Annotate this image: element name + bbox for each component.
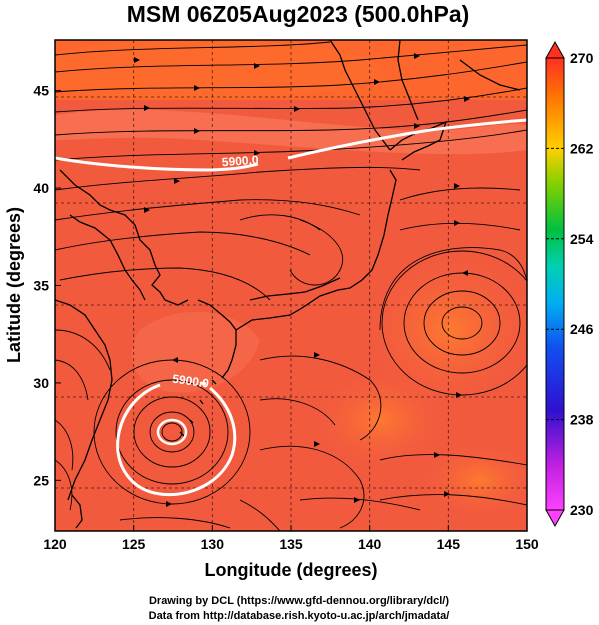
colorbar-bottom-triangle [545, 509, 565, 528]
credit-drawing: Drawing by DCL (https://www.gfd-dennou.o… [149, 595, 449, 607]
wind-arrowheads [134, 53, 470, 507]
colorbar-label: 254 [570, 231, 594, 247]
colorbar-label: 230 [570, 502, 594, 518]
x-tick-label: 135 [279, 536, 303, 552]
gridlines [55, 40, 527, 531]
y-tick-label: 45 [33, 83, 49, 99]
contour-label-south: 5900.0 [171, 372, 210, 391]
colorbar-label: 270 [570, 50, 594, 66]
y-axis: 25 30 35 40 45 [33, 83, 61, 488]
plot-area: 5900.0 5900.0 [55, 40, 527, 531]
colorbar-label: 246 [570, 321, 594, 337]
colorbar-label: 238 [570, 412, 594, 428]
contour-5900-south [116, 381, 237, 497]
y-tick-label: 35 [33, 278, 49, 294]
x-tick-label: 125 [122, 536, 146, 552]
contour-5900-north [55, 118, 527, 172]
y-tick-label: 25 [33, 472, 49, 488]
colorbar-top-triangle [545, 40, 565, 59]
y-tick-label: 30 [33, 375, 49, 391]
x-tick-label: 130 [201, 536, 225, 552]
x-axis-title: Longitude (degrees) [204, 560, 377, 580]
y-tick-label: 40 [33, 180, 49, 196]
colorbar-label: 262 [570, 140, 594, 156]
x-axis: 120 125 130 135 140 145 150 [43, 525, 539, 552]
colorbar: 270 262 254 246 238 230 [545, 40, 594, 528]
map-title: MSM 06Z05Aug2023 (500.0hPa) [127, 1, 470, 27]
coastlines [55, 40, 521, 529]
x-tick-label: 140 [358, 536, 382, 552]
colorbar-gradient [545, 57, 565, 511]
x-tick-label: 120 [43, 536, 67, 552]
y-axis-title: Latitude (degrees) [4, 207, 24, 363]
contour-label-north: 5900.0 [221, 153, 259, 170]
credit-data: Data from http://database.rish.kyoto-u.a… [149, 610, 450, 622]
geopotential-contours [55, 118, 527, 497]
x-tick-label: 150 [515, 536, 539, 552]
x-tick-label: 145 [437, 536, 461, 552]
